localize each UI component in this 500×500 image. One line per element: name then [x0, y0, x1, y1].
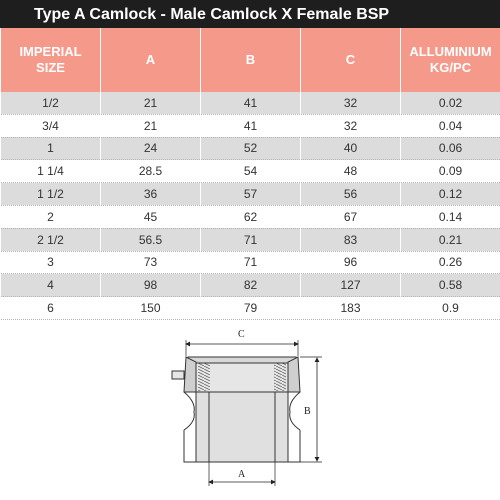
table-row: 1 24 52 40 0.06	[0, 137, 500, 161]
table-cell: 45	[100, 205, 201, 229]
header-line: C	[345, 52, 356, 67]
table-cell: 82	[200, 273, 301, 298]
table-cell: 71	[200, 251, 301, 275]
table-cell: 2	[0, 205, 101, 229]
table-cell: 0.06	[400, 137, 500, 161]
table-cell: 127	[300, 273, 401, 298]
table-cell: 98	[100, 273, 201, 298]
table-cell: 3	[0, 251, 101, 275]
table-cell: 1	[0, 137, 101, 161]
table-cell: 54	[200, 159, 301, 184]
table-cell: 21	[100, 92, 201, 115]
dimension-c: C	[185, 329, 299, 356]
table-cell: 41	[200, 114, 301, 138]
table-cell: 0.12	[400, 182, 500, 206]
table-cell: 0.58	[400, 273, 500, 298]
table-cell: 0.02	[400, 92, 500, 115]
table-row: 1 1/2 36 57 56 0.12	[0, 182, 500, 206]
table-cell: 1 1/4	[0, 159, 101, 184]
dimension-a-label: A	[238, 469, 246, 480]
table-cell: 2 1/2	[0, 228, 101, 252]
dimension-a: A	[208, 462, 276, 486]
header-line: SIZE	[36, 60, 65, 75]
table-row: 2 1/2 56.5 71 83 0.21	[0, 228, 500, 252]
table-cell: 1 1/2	[0, 182, 101, 206]
table-cell: 52	[200, 137, 301, 161]
header-line: A	[145, 52, 156, 67]
dimension-b-label: B	[304, 406, 311, 417]
header-line: B	[245, 52, 256, 67]
table-cell: 0.9	[400, 296, 500, 320]
table-cell: 36	[100, 182, 201, 206]
table-cell: 57	[200, 182, 301, 206]
table-cell: 48	[300, 159, 401, 184]
table-cell: 0.09	[400, 159, 500, 184]
table-cell: 73	[100, 251, 201, 275]
table-cell: 56	[300, 182, 401, 206]
table-cell: 32	[300, 114, 401, 138]
table-row: 2 45 62 67 0.14	[0, 205, 500, 229]
table-cell: 183	[300, 296, 401, 320]
fitting-body	[171, 356, 301, 463]
table-cell: 0.14	[400, 205, 500, 229]
table-cell: 67	[300, 205, 401, 229]
table-cell: 32	[300, 92, 401, 115]
dimension-c-label: C	[238, 329, 245, 340]
table-row: 3 73 71 96 0.26	[0, 251, 500, 275]
table-cell: 62	[200, 205, 301, 229]
table-cell: 3/4	[0, 114, 101, 138]
dimension-b: B	[300, 356, 322, 463]
col-header-a: A	[100, 28, 201, 92]
table-cell: 0.04	[400, 114, 500, 138]
col-header-b: B	[200, 28, 301, 92]
table-row: 3/4 21 41 32 0.04	[0, 114, 500, 138]
table-cell: 56.5	[100, 228, 201, 252]
table-cell: 40	[300, 137, 401, 161]
table-row: 1 1/4 28.5 54 48 0.09	[0, 159, 500, 184]
spec-table: IMPERIAL SIZE A B C ALLUMINIUM KG/PC 1/2…	[0, 28, 500, 320]
table-row: 4 98 82 127 0.58	[0, 273, 500, 298]
table-row: 6 150 79 183 0.9	[0, 296, 500, 320]
table-cell: 0.26	[400, 251, 500, 275]
col-header-imperial-size: IMPERIAL SIZE	[0, 28, 101, 92]
header-line: IMPERIAL	[19, 44, 82, 59]
table-cell: 41	[200, 92, 301, 115]
col-header-c: C	[300, 28, 401, 92]
table-cell: 4	[0, 273, 101, 298]
table-cell: 1/2	[0, 92, 101, 115]
table-cell: 0.21	[400, 228, 500, 252]
table-cell: 71	[200, 228, 301, 252]
table-row: 1/2 21 41 32 0.02	[0, 92, 500, 115]
header-line: KG/PC	[429, 60, 472, 75]
table-cell: 96	[300, 251, 401, 275]
table-cell: 83	[300, 228, 401, 252]
header-line: ALLUMINIUM	[409, 44, 492, 59]
table-cell: 24	[100, 137, 201, 161]
table-cell: 79	[200, 296, 301, 320]
table-cell: 150	[100, 296, 201, 320]
table-header-row: IMPERIAL SIZE A B C ALLUMINIUM KG/PC	[0, 28, 500, 92]
page-title: Type A Camlock - Male Camlock X Female B…	[0, 0, 500, 28]
